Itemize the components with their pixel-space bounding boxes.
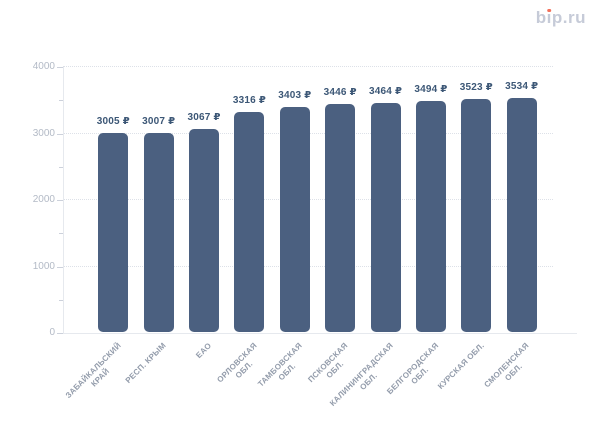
bar-value-label: 3316 ₽ — [232, 95, 267, 107]
y-axis-label: 3000 — [32, 127, 55, 139]
y-axis-label: 2000 — [32, 194, 55, 205]
bar — [415, 100, 446, 332]
bar-value-label: 3534 ₽ — [505, 80, 539, 92]
x-axis-label: ТАМБОВСКАЯ ОБЛ. — [256, 341, 305, 389]
y-axis-label: 1000 — [32, 260, 55, 272]
y-axis-line — [63, 67, 64, 333]
bar — [279, 106, 310, 332]
bar-value-label: 3403 ₽ — [278, 89, 312, 101]
x-axis-label: РЕСП. КРЫМ — [123, 341, 169, 386]
bar — [461, 98, 492, 332]
y-axis-minor-tick — [59, 100, 63, 102]
y-axis-tick — [57, 266, 63, 268]
logo-letter-i: ı — [547, 8, 552, 28]
y-axis-label: 0 — [49, 327, 55, 338]
y-axis-minor-tick — [59, 166, 63, 168]
x-axis-label: ЕАО — [194, 341, 214, 360]
logo-i-dot-icon — [547, 8, 552, 13]
bar — [234, 112, 265, 332]
x-axis-label: СМОЛЕНСКАЯ ОБЛ. — [482, 341, 532, 390]
x-axis-label: ЗАБАЙКАЛЬСКИЙ КРАЙ — [63, 341, 123, 401]
bar-value-label: 3446 ₽ — [323, 86, 357, 98]
bar — [143, 133, 174, 332]
bar-value-label: 3007 ₽ — [142, 116, 176, 128]
y-axis-label: 4000 — [32, 61, 55, 72]
logo-text-suffix: p.ru — [551, 8, 586, 27]
bar-value-label: 3005 ₽ — [96, 116, 130, 128]
x-axis-line — [63, 333, 577, 334]
y-axis-tick — [57, 333, 63, 334]
bar-value-label: 3464 ₽ — [368, 85, 403, 97]
bar — [325, 103, 356, 332]
bar-value-label: 3494 ₽ — [414, 83, 448, 95]
gridline — [63, 66, 553, 67]
y-axis-tick — [57, 67, 63, 68]
logo-text-prefix: b — [535, 8, 547, 27]
bar — [189, 129, 220, 332]
bip-ru-logo[interactable]: bı p.ru — [536, 8, 586, 28]
bar — [98, 133, 129, 332]
y-axis-tick — [57, 200, 63, 201]
y-axis-minor-tick — [59, 299, 63, 301]
bar — [506, 97, 537, 332]
x-axis-label: КУРСКАЯ ОБЛ. — [435, 341, 486, 391]
bar-value-label: 3523 ₽ — [459, 81, 493, 93]
logo-i-glyph: ı — [546, 8, 552, 27]
y-axis-minor-tick — [59, 233, 63, 235]
bar-value-label: 3067 ₽ — [187, 112, 221, 124]
bar — [370, 102, 401, 332]
y-axis-tick — [57, 133, 63, 135]
